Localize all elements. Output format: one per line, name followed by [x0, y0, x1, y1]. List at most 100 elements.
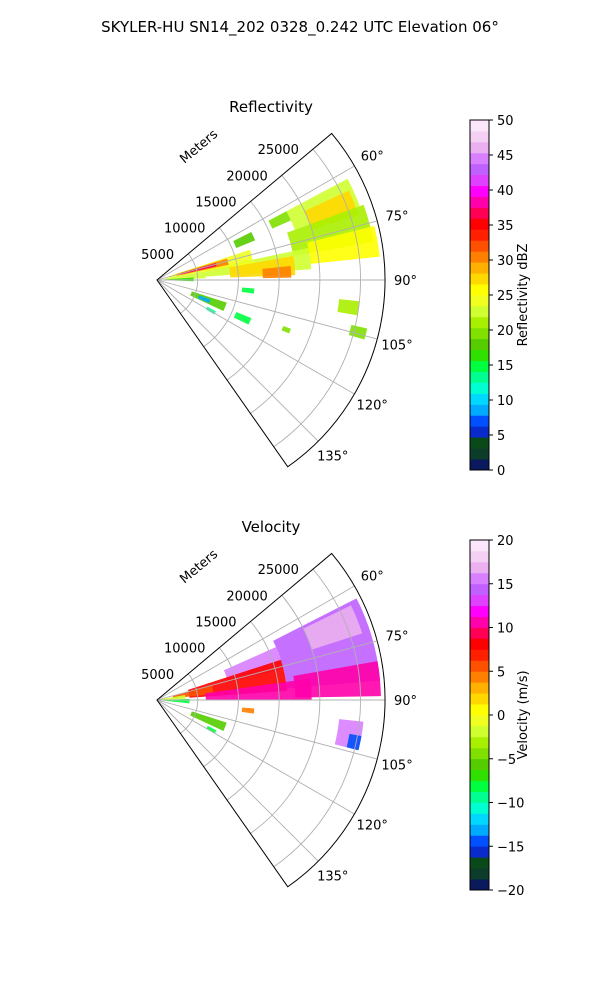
colorbar-swatch — [470, 627, 489, 639]
colorbar-swatch — [470, 459, 489, 471]
colorbar-swatch — [470, 780, 489, 792]
colorbar-swatch — [470, 426, 489, 438]
colorbar-swatch — [470, 305, 489, 318]
radar-cell — [190, 711, 227, 731]
colorbar-swatch — [470, 415, 489, 427]
colorbar-tick-label: 0 — [497, 464, 505, 479]
colorbar-swatch — [470, 736, 489, 749]
radar-cell — [161, 695, 186, 700]
colorbar-swatch — [470, 360, 489, 372]
range-ring — [203, 227, 239, 348]
range-ring — [226, 201, 280, 381]
azimuth-tick-label: 135° — [317, 870, 348, 885]
colorbar-label: Reflectivity dBZ — [516, 244, 531, 347]
sector-outline — [156, 552, 386, 888]
azimuth-tick-label: 90° — [394, 694, 417, 709]
radar-cell — [307, 225, 380, 264]
colorbar-swatch — [470, 835, 489, 847]
colorbar-tick-label: 20 — [497, 324, 514, 339]
colorbar-swatch — [470, 316, 489, 329]
colorbar-tick-label: 15 — [497, 359, 514, 374]
radar-cell — [281, 325, 291, 334]
colorbar-swatch — [470, 229, 489, 241]
colorbar: −20 −15 −10 −5 0 5 10 15 20 Velocity (m/s) — [469, 534, 531, 899]
colorbar-tick-label: 25 — [497, 289, 514, 304]
colorbar-swatch — [470, 295, 489, 307]
colorbar-swatch — [470, 130, 489, 143]
panel-title: Velocity — [242, 518, 301, 536]
radar-cell — [348, 324, 368, 340]
radar-cell — [206, 725, 217, 734]
colorbar-label: Velocity (m/s) — [516, 670, 531, 759]
colorbar-swatch — [470, 561, 489, 574]
radar-cell — [337, 299, 360, 316]
colorbar-swatch — [470, 251, 489, 263]
azimuth-tick-label: 60° — [361, 150, 384, 165]
range-tick-label: 5000 — [141, 248, 174, 263]
colorbar-swatch — [470, 802, 489, 814]
colorbar-swatch — [470, 704, 489, 716]
range-tick-label: 15000 — [195, 195, 236, 210]
colorbar-swatch — [470, 262, 489, 274]
colorbar-swatch — [470, 715, 489, 727]
colorbar-swatch — [470, 747, 489, 760]
azimuth-tick-label: 120° — [357, 398, 388, 413]
colorbar-swatch — [470, 594, 489, 607]
range-tick-label: 20000 — [226, 589, 267, 604]
panel-title: Reflectivity — [229, 98, 313, 116]
colorbar-swatch — [470, 616, 489, 628]
radar-cell — [205, 678, 312, 700]
colorbar-swatch — [470, 693, 489, 705]
radar-cell — [241, 707, 255, 714]
azimuth-spoke — [156, 279, 319, 442]
colorbar-tick-label: 15 — [497, 578, 514, 593]
radar-cell — [268, 211, 291, 229]
colorbar-swatch — [470, 393, 489, 405]
azimuth-spoke — [156, 699, 319, 862]
colorbar-swatch — [470, 550, 489, 563]
range-ring — [180, 253, 199, 314]
colorbar-swatch — [470, 152, 489, 165]
colorbar-tick-label: 5 — [497, 429, 505, 444]
colorbar-swatch — [470, 404, 489, 416]
range-ring — [250, 175, 321, 414]
range-tick-label: 10000 — [164, 222, 205, 237]
colorbar-tick-label: −10 — [497, 797, 524, 812]
azimuth-tick-label: 120° — [357, 818, 388, 833]
colorbar-swatch — [470, 824, 489, 836]
azimuth-tick-label: 60° — [361, 570, 384, 585]
colorbar-swatch — [470, 327, 489, 340]
radar-cell — [172, 685, 214, 699]
azimuth-tick-label: 75° — [386, 630, 409, 645]
radar-cell — [262, 265, 292, 279]
colorbar-swatch — [470, 857, 489, 869]
colorbar-tick-label: 40 — [497, 184, 514, 199]
range-ring — [273, 568, 362, 868]
colorbar-swatch — [470, 769, 489, 782]
colorbar-tick-label: 10 — [497, 394, 514, 409]
colorbar-swatch — [470, 196, 489, 208]
radar-cells — [161, 598, 381, 751]
colorbar-swatch — [470, 540, 489, 552]
colorbar-swatch — [470, 218, 489, 230]
range-ring — [203, 647, 239, 768]
radar-cell — [304, 190, 359, 230]
azimuth-spoke — [156, 699, 378, 760]
azimuth-tick-label: 135° — [317, 450, 348, 465]
range-tick-label: 20000 — [226, 169, 267, 184]
colorbar: 0 5 10 15 20 25 30 35 40 45 50 Reflectivity dBZ — [469, 114, 531, 479]
colorbar-swatch — [470, 572, 489, 585]
azimuth-spoke — [156, 279, 378, 340]
azimuth-tick-label: 105° — [381, 338, 412, 353]
range-ring — [250, 595, 321, 834]
colorbar-tick-label: 45 — [497, 149, 514, 164]
colorbar-swatch — [470, 671, 489, 683]
colorbar-tick-label: −5 — [497, 753, 516, 768]
colorbar-tick-label: 20 — [497, 534, 514, 549]
colorbar-swatch — [470, 868, 489, 880]
azimuth-spoke — [156, 640, 378, 701]
range-tick-label: 25000 — [258, 143, 299, 158]
azimuth-spoke — [156, 699, 355, 815]
range-ring — [273, 148, 362, 448]
